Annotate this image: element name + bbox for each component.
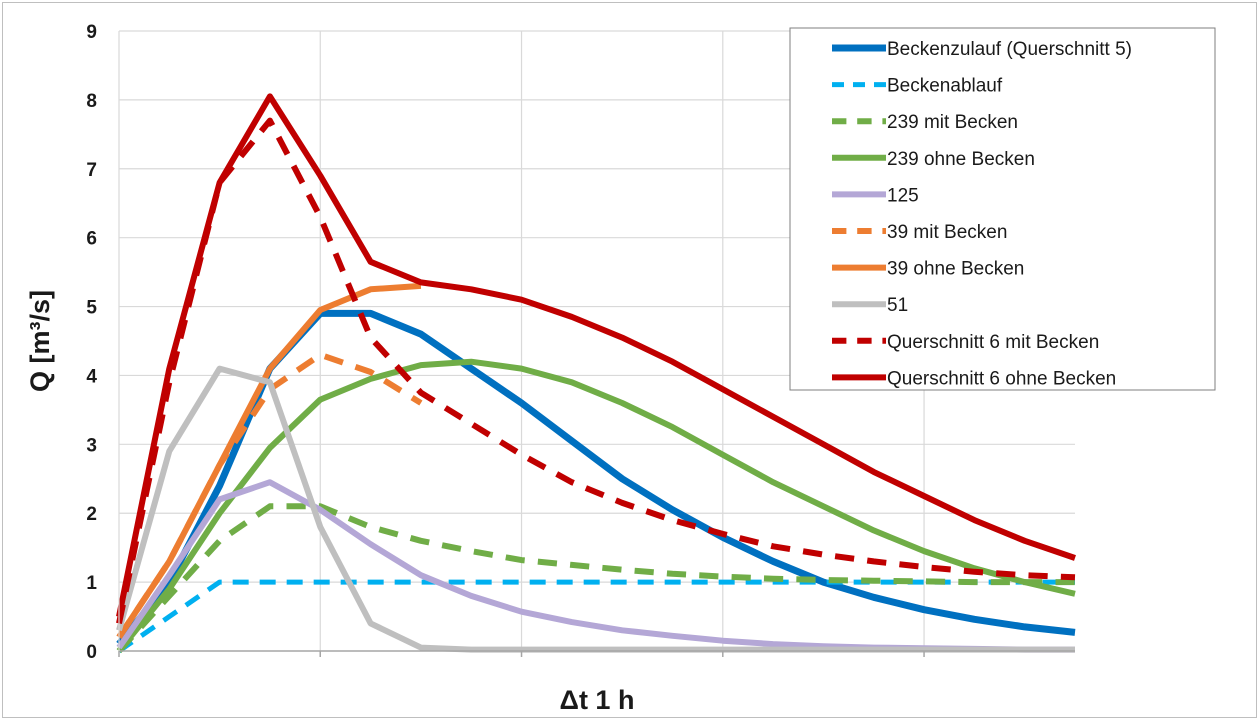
series-line-39-ohne-becken <box>116 282 422 639</box>
legend-label: Querschnitt 6 ohne Becken <box>887 368 1116 389</box>
legend-item-beckenzulauf-querschnitt-5: Beckenzulauf (Querschnitt 5) <box>832 39 1132 60</box>
legend-label: Beckenablauf <box>887 76 1003 97</box>
y-tick-label-3: 3 <box>86 435 97 456</box>
series-line-querschnitt-6-ohne-becken <box>116 93 1076 618</box>
series-layer <box>116 93 1076 654</box>
legend-item-51: 51 <box>832 295 908 316</box>
legend-label: 239 ohne Becken <box>887 149 1035 170</box>
y-tick-label-9: 9 <box>86 22 97 43</box>
series-line-239-ohne-becken <box>116 358 1076 653</box>
series-line-125 <box>116 479 1075 653</box>
y-tick-label-4: 4 <box>86 366 97 387</box>
legend-item-39-mit-becken: 39 mit Becken <box>832 222 1007 243</box>
legend-label: Querschnitt 6 mit Becken <box>887 332 1099 353</box>
line-chart: 0 1 2 3 4 5 6 7 8 9 Δt 1 h Q [m³/s] Beckenzulauf … <box>25 22 1216 715</box>
legend-item-239-mit-becken: 239 mit Becken <box>832 112 1018 133</box>
series-line-51 <box>116 365 1075 653</box>
legend-item-239-ohne-becken: 239 ohne Becken <box>832 149 1035 170</box>
y-tick-label-5: 5 <box>86 298 97 319</box>
series-line-beckenablauf <box>117 579 1075 654</box>
y-tick-label-0: 0 <box>86 642 97 663</box>
legend-item-beckenablauf: Beckenablauf <box>832 76 1003 97</box>
legend-item-125: 125 <box>832 185 919 206</box>
x-axis-label: Δt 1 h <box>560 685 635 715</box>
legend-item-39-ohne-becken: 39 ohne Becken <box>832 259 1024 280</box>
legend-label: 239 mit Becken <box>887 112 1018 133</box>
legend-box <box>789 27 1216 391</box>
series-line-querschnitt-6-mit-becken <box>116 117 1076 625</box>
y-tick-label-8: 8 <box>86 91 97 112</box>
y-tick-labels: 0 1 2 3 4 5 6 7 8 9 <box>86 22 97 663</box>
y-tick-label-7: 7 <box>86 160 97 181</box>
series-line-39-mit-becken <box>116 351 423 639</box>
y-tick-label-6: 6 <box>86 229 97 250</box>
legend: Beckenzulauf (Querschnitt 5) Beckenablauf… <box>789 27 1216 391</box>
y-tick-label-1: 1 <box>86 573 97 594</box>
legend-label: 125 <box>887 185 919 206</box>
axis-layer <box>118 31 1075 657</box>
legend-label: 39 ohne Becken <box>887 259 1024 280</box>
legend-item-querschnitt-6-ohne-becken: Querschnitt 6 ohne Becken <box>832 368 1116 389</box>
legend-items: Beckenzulauf (Querschnitt 5) Beckenablauf… <box>832 39 1132 389</box>
legend-label: 51 <box>887 295 908 316</box>
legend-item-querschnitt-6-mit-becken: Querschnitt 6 mit Becken <box>832 332 1099 353</box>
legend-label: Beckenzulauf (Querschnitt 5) <box>887 39 1132 60</box>
y-tick-label-2: 2 <box>86 504 97 525</box>
series-line-239-mit-becken <box>116 503 1075 654</box>
legend-label: 39 mit Becken <box>887 222 1007 243</box>
y-axis-label: Q [m³/s] <box>25 290 55 392</box>
